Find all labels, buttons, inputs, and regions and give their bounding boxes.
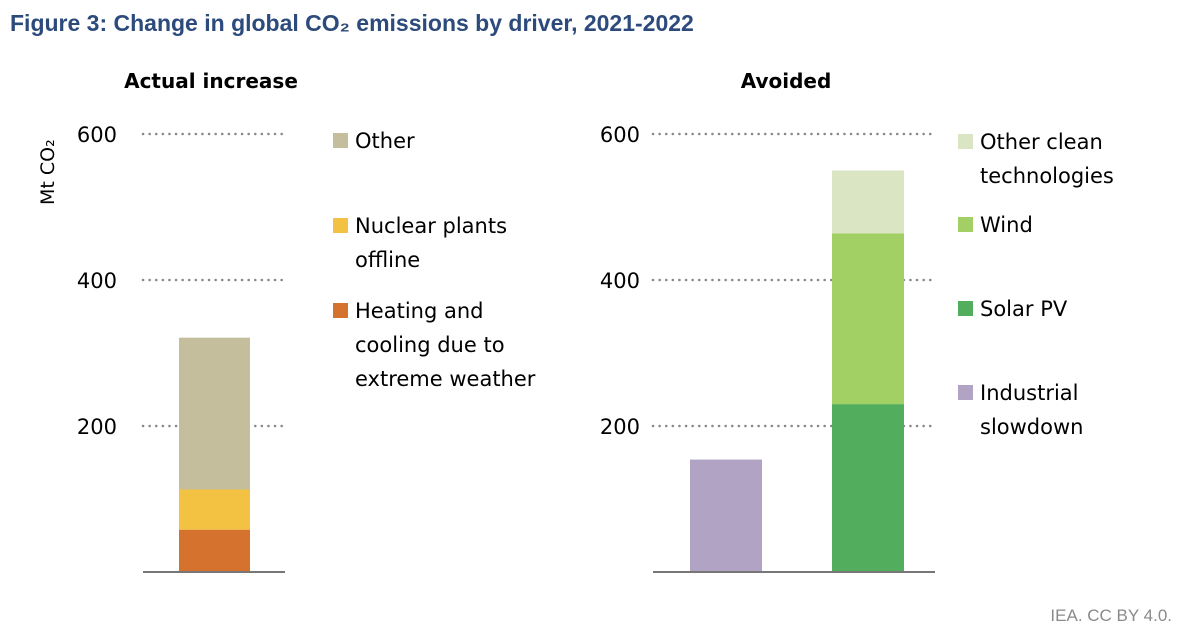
- bar-segment: [179, 489, 250, 530]
- legend-label: extreme weather: [355, 367, 536, 391]
- y-tick-label: 200: [600, 415, 640, 439]
- legend-swatch: [958, 301, 973, 316]
- panel-title: Avoided: [741, 69, 832, 93]
- bar-segment: [179, 529, 250, 572]
- legend-label: offline: [355, 248, 420, 272]
- legend-label: Other: [355, 129, 415, 153]
- y-tick-label: 400: [600, 269, 640, 293]
- y-tick-label: 200: [77, 415, 117, 439]
- bar-segment: [832, 404, 904, 572]
- legend-label: cooling due to: [355, 333, 505, 357]
- y-axis-label: Mt CO₂: [37, 139, 59, 205]
- legend-swatch: [958, 217, 973, 232]
- panel-title: Actual increase: [124, 69, 298, 93]
- legend-label: slowdown: [980, 415, 1083, 439]
- bar-segment: [832, 233, 904, 405]
- bar-segment: [179, 337, 250, 490]
- y-tick-label: 600: [600, 123, 640, 147]
- legend-label: Solar PV: [980, 297, 1068, 321]
- legend-label: Heating and: [355, 299, 483, 323]
- legend-swatch: [333, 133, 348, 148]
- legend-label: Wind: [980, 213, 1033, 237]
- bar-segment: [832, 170, 904, 234]
- figure-title: Figure 3: Change in global CO₂ emissions…: [10, 10, 694, 36]
- legend-label: Nuclear plants: [355, 214, 507, 238]
- y-tick-label: 600: [77, 123, 117, 147]
- legend-label: technologies: [980, 164, 1114, 188]
- bar-segment: [690, 459, 762, 572]
- source-credit: IEA. CC BY 4.0.: [1050, 606, 1172, 625]
- y-tick-label: 400: [77, 269, 117, 293]
- legend-swatch: [958, 385, 973, 400]
- legend-label: Other clean: [980, 130, 1103, 154]
- legend-swatch: [333, 218, 348, 233]
- legend-swatch: [333, 303, 348, 318]
- legend-swatch: [958, 134, 973, 149]
- legend-label: Industrial: [980, 381, 1079, 405]
